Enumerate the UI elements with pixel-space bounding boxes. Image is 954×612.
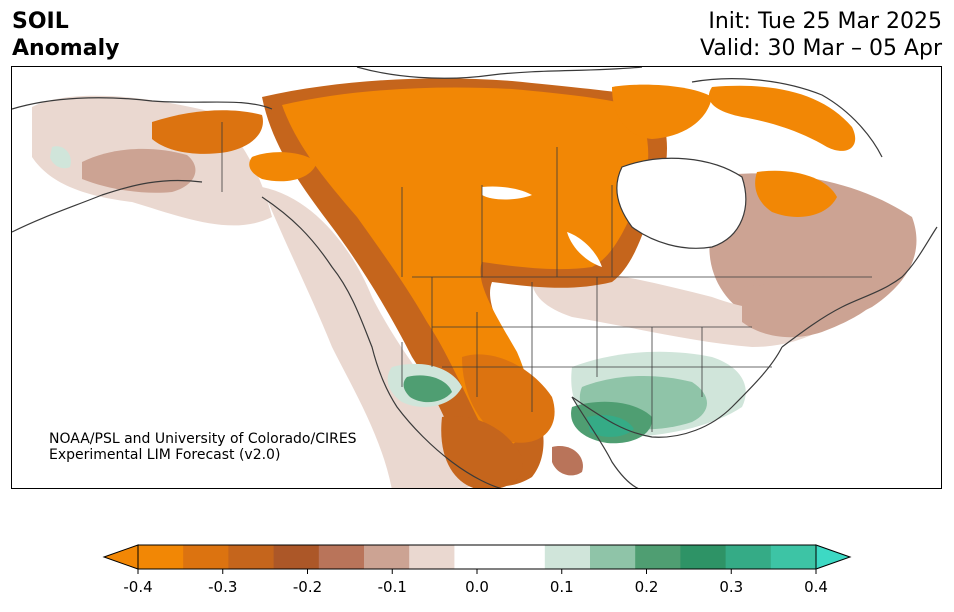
colorbar-bin xyxy=(590,545,636,569)
colorbar-bin xyxy=(544,545,591,569)
labrador-dry xyxy=(755,170,837,217)
alaska-light-dry xyxy=(82,148,196,193)
credit-line-2: Experimental LIM Forecast (v2.0) xyxy=(49,447,281,463)
map-title: SOIL Anomaly xyxy=(12,8,119,62)
title-line-1: SOIL xyxy=(12,9,69,34)
anomaly-map xyxy=(12,67,938,488)
arctic-islands-dry xyxy=(612,84,712,139)
title-line-2: Anomaly xyxy=(12,36,120,61)
credit-line-1: NOAA/PSL and University of Colorado/CIRE… xyxy=(49,431,357,447)
colorbar-bin xyxy=(228,545,275,569)
colorbar-bin xyxy=(318,545,365,569)
colorbar-tick-label: -0.2 xyxy=(293,578,322,596)
southwest-dry xyxy=(462,354,555,443)
colorbar-bin xyxy=(138,545,184,569)
texas-west-dry xyxy=(441,416,523,488)
credit-text: NOAA/PSL and University of Colorado/CIRE… xyxy=(49,431,357,463)
colorbar-over-arrow xyxy=(815,544,852,570)
init-date: Init: Tue 25 Mar 2025 xyxy=(708,9,942,34)
colorbar-tick-label: 0.0 xyxy=(465,578,489,596)
colorbar-tick-label: 0.3 xyxy=(719,578,743,596)
colorbar-tick-label: -0.1 xyxy=(378,578,407,596)
alaska-west-wet xyxy=(50,146,71,169)
colorbar-tick-label: -0.4 xyxy=(123,578,152,596)
mexico-dry-spot xyxy=(552,446,583,476)
colorbar-bin xyxy=(183,545,229,569)
colorbar-under-arrow xyxy=(102,544,139,570)
coastlines xyxy=(12,67,938,488)
colorbar-ticks: -0.4 -0.3 -0.2 -0.1 0.0 0.1 0.2 0.3 0.4 xyxy=(123,569,828,596)
gulf-coast-wet xyxy=(587,415,634,437)
colorbar-bin xyxy=(364,545,410,569)
colorbar-bin xyxy=(273,545,320,569)
colorbar-bin xyxy=(409,545,455,569)
core-hole-2 xyxy=(567,232,602,267)
yukon-dry-blob xyxy=(249,152,317,182)
map-panel xyxy=(11,66,942,489)
arizona-wet xyxy=(403,375,452,403)
colorbar-bin xyxy=(635,545,681,569)
colorbar-tick-label: 0.2 xyxy=(635,578,659,596)
northeast-light-dry xyxy=(742,273,884,338)
core-hole-1 xyxy=(482,186,532,200)
colorbar-graphic: -0.4 -0.3 -0.2 -0.1 0.0 0.1 0.2 0.3 0.4 xyxy=(102,544,852,596)
colorbar-bin xyxy=(725,545,772,569)
greenland-dry xyxy=(708,85,856,151)
colorbar-bin xyxy=(454,545,501,569)
colorbar-bin xyxy=(680,545,727,569)
colorbar-tick-label: 0.1 xyxy=(550,578,574,596)
colorbar: -0.4 -0.3 -0.2 -0.1 0.0 0.1 0.2 0.3 0.4 xyxy=(0,540,954,608)
colorbar-bin xyxy=(499,545,546,569)
colorbar-tick-label: 0.4 xyxy=(804,578,828,596)
colorbar-bins xyxy=(138,545,817,569)
valid-date: Valid: 30 Mar – 05 Apr xyxy=(700,36,942,61)
state-province-borders xyxy=(221,122,872,432)
colorbar-tick-label: -0.3 xyxy=(208,578,237,596)
west-faint-dry xyxy=(262,187,486,488)
colorbar-bin xyxy=(770,545,817,569)
forecast-dates: Init: Tue 25 Mar 2025 Valid: 30 Mar – 05… xyxy=(700,8,942,62)
hudson-bay-water xyxy=(616,158,746,249)
nw-dry-band xyxy=(152,110,263,154)
